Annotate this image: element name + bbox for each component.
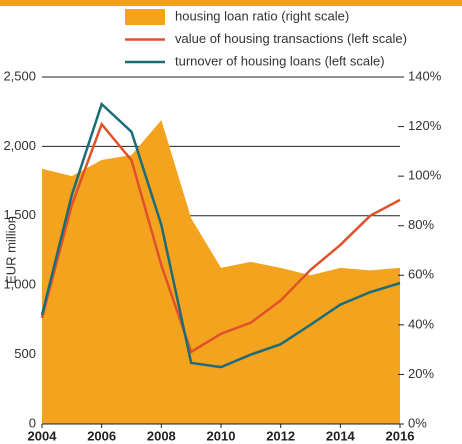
y-tick-label: 1,000: [3, 277, 36, 292]
y-tick-label: 0: [29, 415, 36, 430]
y2-tick-label: 0%: [408, 415, 427, 430]
x-tick-label: 2014: [326, 428, 356, 443]
x-tick-label: 2016: [386, 428, 415, 443]
legend-label: housing loan ratio (right scale): [175, 8, 349, 23]
line: [40, 121, 401, 354]
y2-tick-label: 20%: [408, 366, 434, 381]
y-tick-label: 2,000: [3, 138, 36, 153]
x-tick-label: 2008: [147, 428, 176, 443]
y2-tick-label: 120%: [408, 118, 442, 133]
legend-label: turnover of housing loans (left scale): [175, 53, 385, 68]
legend-label: value of housing transactions (left scal…: [175, 31, 407, 46]
x-tick-label: 2010: [207, 428, 236, 443]
y-tick-label: 500: [14, 346, 36, 361]
y2-tick-label: 60%: [408, 267, 434, 282]
y-axis-label: EUR million: [3, 216, 18, 284]
y2-tick-label: 140%: [408, 68, 442, 83]
y2-tick-label: 100%: [408, 168, 442, 183]
x-tick-label: 2006: [87, 428, 116, 443]
x-tick-label: 2004: [28, 428, 58, 443]
y-tick-label: 2,500: [3, 68, 36, 83]
x-tick-label: 2012: [266, 428, 295, 443]
area: [42, 120, 400, 425]
line: [40, 101, 401, 369]
y2-tick-label: 40%: [408, 316, 434, 331]
y-tick-label: 1,500: [3, 207, 36, 222]
top-strip: [0, 0, 462, 6]
y2-tick-label: 80%: [408, 217, 434, 232]
legend-swatch: [125, 9, 165, 25]
